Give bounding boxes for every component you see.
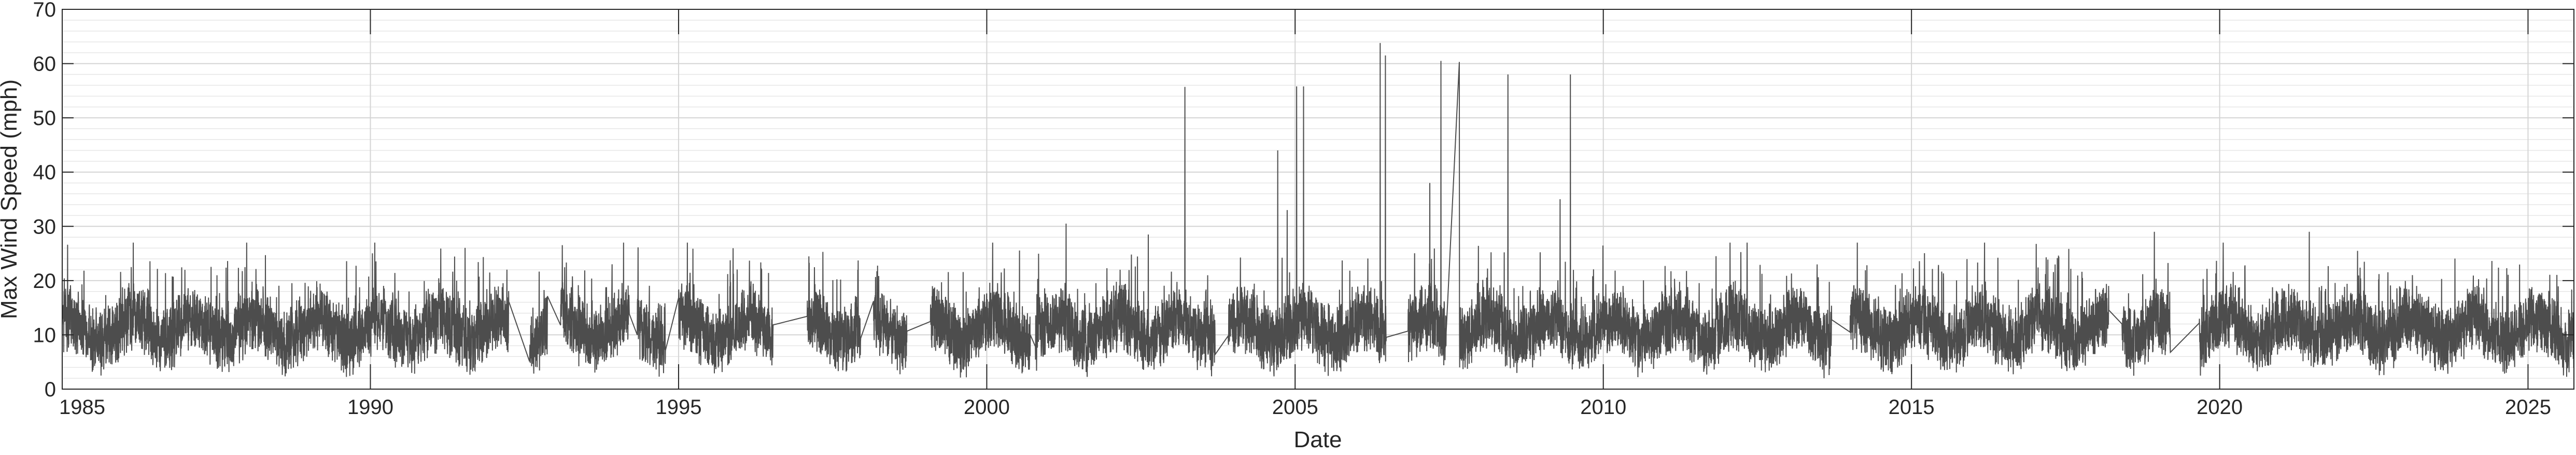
axis-ticks xyxy=(62,9,2574,390)
y-tick-labels: 0 10 20 30 40 50 60 70 xyxy=(33,0,57,401)
y-axis-label: Max Wind Speed (mph) xyxy=(0,79,22,319)
y-tick-label: 60 xyxy=(33,53,57,76)
x-tick-labels: 1985 1990 1995 2000 2005 2010 2015 2020 2025 xyxy=(59,396,2551,419)
x-tick-label: 2020 xyxy=(2197,396,2243,419)
x-tick-label: 2005 xyxy=(1272,396,1318,419)
x-tick-label: 1985 xyxy=(59,396,105,419)
y-tick-label: 10 xyxy=(33,324,57,347)
y-tick-label: 20 xyxy=(33,270,57,293)
y-tick-label: 40 xyxy=(33,161,57,184)
plot-frame xyxy=(62,9,2574,390)
x-tick-label: 2025 xyxy=(2505,396,2551,419)
y-tick-label: 0 xyxy=(45,378,56,401)
x-tick-label: 2015 xyxy=(1889,396,1935,419)
minor-grid xyxy=(62,20,2574,379)
x-tick-label: 1990 xyxy=(347,396,393,419)
y-tick-label: 30 xyxy=(33,215,57,238)
y-tick-label: 50 xyxy=(33,107,57,130)
x-tick-label: 2000 xyxy=(964,396,1010,419)
wind-speed-line xyxy=(62,43,2574,379)
x-tick-label: 1995 xyxy=(655,396,701,419)
y-tick-label: 70 xyxy=(33,0,57,21)
x-tick-label: 2010 xyxy=(1580,396,1626,419)
x-axis-label: Date xyxy=(1294,427,1342,452)
